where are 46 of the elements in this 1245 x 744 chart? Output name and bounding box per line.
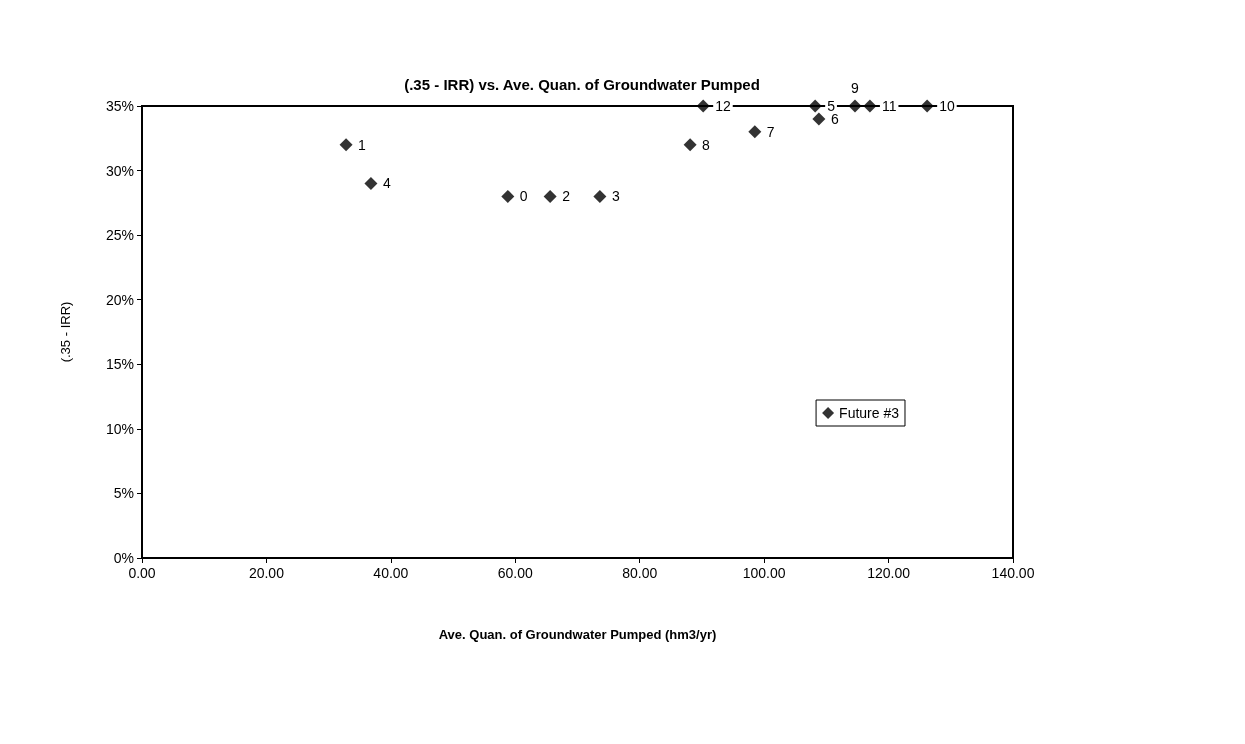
legend-label: Future #3 (839, 405, 900, 421)
point (863, 99, 877, 113)
y-tick-label: 35% (105, 98, 134, 114)
x-tick-label: 120.00 (867, 565, 911, 581)
y-tick-label: 15% (105, 356, 134, 373)
y-tick-label: 0% (113, 550, 134, 566)
point (364, 176, 378, 190)
annotation: 10 (939, 98, 955, 114)
point (543, 189, 557, 203)
point (696, 99, 710, 113)
chart-title: (.35 - IRR) vs. Ave. Quan. of Groundwater Pumped (404, 76, 760, 93)
y-tick-label: 10% (105, 420, 134, 437)
point (748, 125, 762, 139)
annotation: 2 (562, 188, 571, 205)
x-tick-label: 100.00 (742, 565, 786, 581)
y-tick-label: 30% (105, 162, 134, 179)
point (808, 99, 822, 113)
annotation: 3 (611, 188, 620, 205)
y-axis-title: (.35 - IRR) (58, 301, 73, 363)
x-tick-label: 60.00 (497, 565, 534, 581)
annotation: 5 (827, 98, 836, 114)
annotation: 6 (830, 110, 839, 127)
x-axis-title: Ave. Quan. of Groundwater Pumped (hm3/yr) (438, 627, 717, 642)
point (593, 189, 607, 203)
point (920, 99, 934, 113)
annotation: 0 (519, 188, 528, 205)
x-tick-label: 80.00 (622, 565, 658, 581)
x-tick-label: 140.00 (991, 565, 1035, 581)
annotation: 11 (881, 98, 897, 114)
x-tick-label: 0.00 (128, 565, 156, 581)
point (812, 112, 826, 126)
x-tick-label: 20.00 (248, 565, 285, 581)
annotation: 7 (766, 123, 775, 140)
point (848, 99, 862, 113)
y-tick-label: 5% (113, 485, 134, 502)
x-tick-label: 40.00 (373, 565, 409, 581)
annotation: 8 (702, 136, 711, 153)
point (501, 189, 515, 203)
annotation: 4 (382, 175, 391, 192)
annotation: 1 (358, 136, 367, 153)
annotation: 9 (851, 80, 860, 96)
y-tick-label: 25% (105, 227, 134, 244)
point (339, 138, 353, 152)
y-tick-label: 20% (105, 291, 134, 308)
point (683, 138, 697, 152)
annotation: 12 (715, 98, 731, 114)
